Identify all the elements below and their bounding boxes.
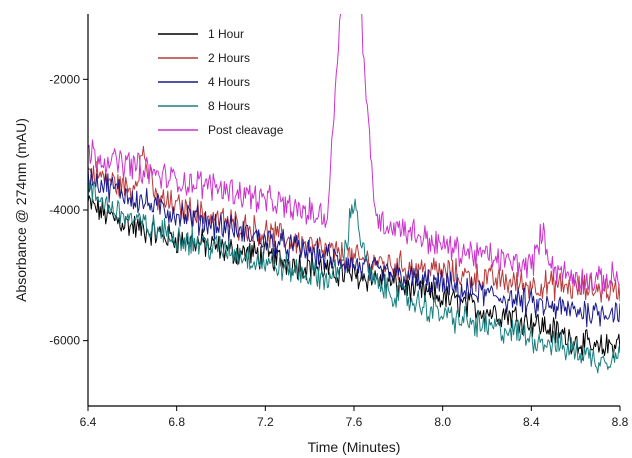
ticks: 6.4 6.8 7.2 7.6 8.0 8.4 8.8 -2000 -4000 -6000 <box>49 72 628 429</box>
x-tick-label-2: 7.2 <box>257 415 274 429</box>
legend-label-1: 2 Hours <box>208 51 250 65</box>
x-tick-label-1: 6.8 <box>168 415 185 429</box>
legend-label-0: 1 Hour <box>208 27 244 41</box>
y-tick-label-0: -2000 <box>49 72 80 86</box>
series-line-2 <box>88 166 620 328</box>
plot-lines <box>88 14 620 374</box>
y-tick-label-2: -6000 <box>49 334 80 348</box>
x-axis-label: Time (Minutes) <box>308 439 401 455</box>
x-tick-label-5: 8.4 <box>523 415 540 429</box>
legend-label-4: Post cleavage <box>208 123 284 137</box>
legend-label-3: 8 Hours <box>208 99 250 113</box>
x-tick-label-6: 8.8 <box>612 415 629 429</box>
series-line-3 <box>88 179 620 374</box>
x-tick-label-0: 6.4 <box>80 415 97 429</box>
x-tick-label-4: 8.0 <box>434 415 451 429</box>
legend-label-2: 4 Hours <box>208 75 250 89</box>
y-tick-label-1: -4000 <box>49 203 80 217</box>
y-axis-label: Absorbance @ 274nm (mAU) <box>13 118 29 302</box>
series-line-4 <box>88 14 620 295</box>
series-line-0 <box>88 195 620 361</box>
x-tick-label-3: 7.6 <box>346 415 363 429</box>
legend: 1 Hour 2 Hours 4 Hours 8 Hours Post cleavage <box>158 27 284 137</box>
